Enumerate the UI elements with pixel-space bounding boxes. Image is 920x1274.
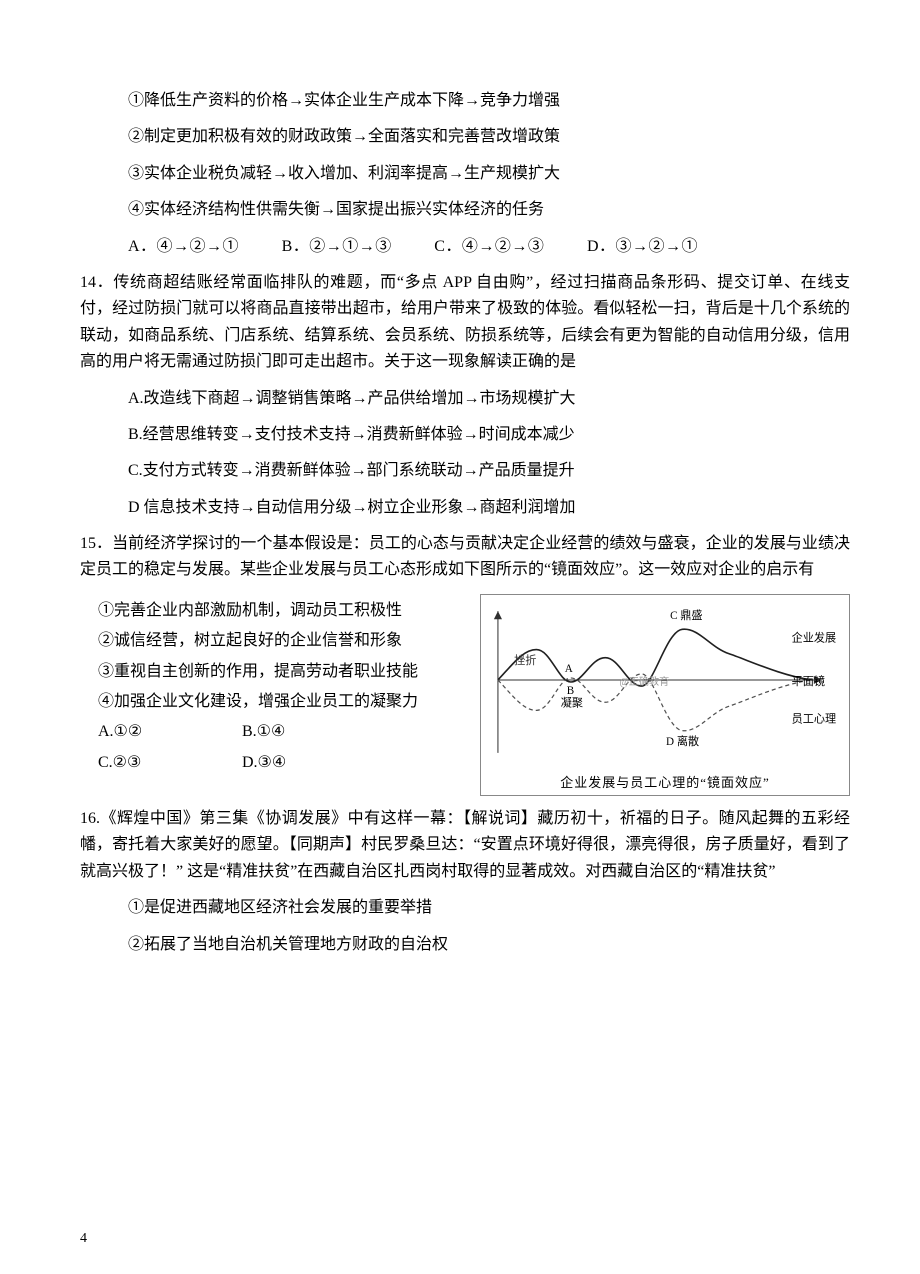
- q13-item-2: ②制定更加积极有效的财政政策→全面落实和完善营改增政策: [80, 124, 850, 150]
- q15-option-a: A.①②: [98, 719, 238, 745]
- q16-item-2: ②拓展了当地自治机关管理地方财政的自治权: [80, 932, 850, 958]
- q15-option-b: B.①④: [242, 719, 382, 745]
- q15-item-1: ①完善企业内部激励机制，调动员工积极性: [98, 598, 472, 624]
- y-axis-arrow: [494, 611, 502, 619]
- q13-item-1: ①降低生产资料的价格→实体企业生产成本下降→竞争力增强: [80, 88, 850, 114]
- label-d: D 离散: [666, 734, 699, 748]
- label-yuangong: 员工心理: [792, 712, 837, 725]
- q14-option-a: A.改造线下商超→调整销售策略→产品供给增加→市场规模扩大: [80, 386, 850, 412]
- q13-item-4: ④实体经济结构性供需失衡→国家提出振兴实体经济的任务: [80, 197, 850, 223]
- label-watermark: @正确教育: [619, 675, 669, 688]
- q13-option-b: B．②→①→③: [282, 234, 392, 260]
- q15-item-3: ③重视自主创新的作用，提高劳动者职业技能: [98, 659, 472, 685]
- q14-option-b: B.经营思维转变→支付技术支持→消费新鲜体验→时间成本减少: [80, 422, 850, 448]
- q13-item-3: ③实体企业税负减轻→收入增加、利润率提高→生产规模扩大: [80, 161, 850, 187]
- label-b: B: [567, 685, 574, 697]
- q13-option-a: A．④→②→①: [128, 234, 239, 260]
- label-pingmian: 平面镜: [792, 674, 825, 688]
- chart-caption: 企业发展与员工心理的“镜面效应”: [487, 772, 843, 793]
- label-ningju: 凝聚: [561, 695, 583, 709]
- q15-item-2: ②诚信经营，树立起良好的企业信誉和形象: [98, 628, 472, 654]
- q15-stem: 15．当前经济学探讨的一个基本假设是：员工的心态与贡献决定企业经营的绩效与盛衰，…: [80, 531, 850, 584]
- label-qiye: 企业发展: [792, 630, 837, 644]
- label-a: A: [565, 663, 573, 675]
- q13-options: A．④→②→① B．②→①→③ C．④→②→③ D．③→②→①: [80, 234, 850, 260]
- q13-option-c: C．④→②→③: [434, 234, 544, 260]
- q14-option-d: D 信息技术支持→自动信用分级→树立企业形象→商超利润增加: [80, 495, 850, 521]
- q15-option-d: D.③④: [242, 750, 382, 776]
- q14-stem: 14．传统商超结账经常面临排队的难题，而“多点 APP 自由购”，经过扫描商品条…: [80, 270, 850, 376]
- page-number: 4: [80, 1227, 87, 1250]
- q15-item-4: ④加强企业文化建设，增强企业员工的凝聚力: [98, 689, 472, 715]
- q16-stem: 16.《辉煌中国》第三集《协调发展》中有这样一幕：【解说词】藏历初十，祈福的日子…: [80, 806, 850, 885]
- mirror-effect-svg: 挫折 A B 凝聚 C 鼎盛 D 离散 企业发展 员工心理 平面镜 @正确教育: [487, 601, 843, 763]
- label-cuozhe: 挫折: [514, 653, 536, 667]
- q13-option-d: D．③→②→①: [587, 234, 698, 260]
- q14-option-c: C.支付方式转变→消费新鲜体验→部门系统联动→产品质量提升: [80, 458, 850, 484]
- mirror-effect-chart: 挫折 A B 凝聚 C 鼎盛 D 离散 企业发展 员工心理 平面镜 @正确教育 …: [480, 594, 850, 796]
- q15-option-c: C.②③: [98, 750, 238, 776]
- q16-item-1: ①是促进西藏地区经济社会发展的重要举措: [80, 895, 850, 921]
- label-c: C 鼎盛: [670, 608, 702, 622]
